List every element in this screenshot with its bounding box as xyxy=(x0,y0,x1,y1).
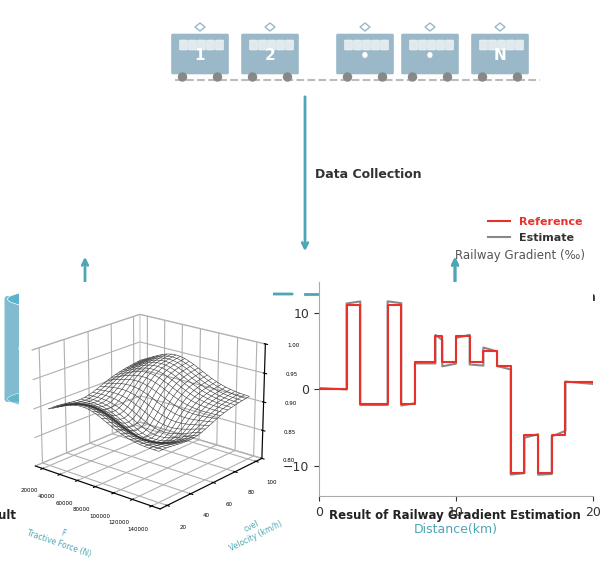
FancyBboxPatch shape xyxy=(4,296,165,402)
X-axis label: F
Tractive Force (N): F Tractive Force (N) xyxy=(26,518,96,558)
FancyBboxPatch shape xyxy=(336,33,395,75)
FancyBboxPatch shape xyxy=(215,40,224,50)
Text: Operation Data
of Railway Vehicles: Operation Data of Railway Vehicles xyxy=(18,327,153,355)
FancyBboxPatch shape xyxy=(170,33,229,75)
FancyBboxPatch shape xyxy=(401,33,460,75)
FancyBboxPatch shape xyxy=(480,40,488,50)
Polygon shape xyxy=(495,23,505,31)
FancyBboxPatch shape xyxy=(353,40,362,50)
FancyBboxPatch shape xyxy=(241,33,300,75)
Circle shape xyxy=(443,73,452,81)
FancyBboxPatch shape xyxy=(418,40,426,50)
Polygon shape xyxy=(195,23,205,31)
FancyBboxPatch shape xyxy=(471,33,530,75)
FancyBboxPatch shape xyxy=(286,40,294,50)
Text: Result of Railway Gradient Estimation: Result of Railway Gradient Estimation xyxy=(329,509,581,522)
FancyBboxPatch shape xyxy=(362,40,370,50)
Polygon shape xyxy=(360,23,370,31)
FancyBboxPatch shape xyxy=(277,40,285,50)
FancyBboxPatch shape xyxy=(249,40,258,50)
FancyBboxPatch shape xyxy=(427,40,435,50)
Y-axis label: cvel
Velocity (km/h): cvel Velocity (km/h) xyxy=(223,510,284,553)
Text: •: • xyxy=(425,49,435,64)
Text: Estimation Using Data Assimilation: Estimation Using Data Assimilation xyxy=(350,291,596,304)
Circle shape xyxy=(249,73,257,81)
FancyBboxPatch shape xyxy=(371,40,379,50)
Circle shape xyxy=(179,73,187,81)
Polygon shape xyxy=(265,23,275,31)
FancyBboxPatch shape xyxy=(381,40,389,50)
FancyBboxPatch shape xyxy=(446,40,454,50)
FancyBboxPatch shape xyxy=(198,40,206,50)
FancyBboxPatch shape xyxy=(506,40,514,50)
FancyBboxPatch shape xyxy=(258,40,266,50)
Circle shape xyxy=(514,73,522,81)
Circle shape xyxy=(283,73,291,81)
FancyBboxPatch shape xyxy=(516,40,523,50)
Circle shape xyxy=(409,73,416,81)
Text: 2: 2 xyxy=(264,49,275,64)
Text: Data Collection: Data Collection xyxy=(315,168,421,180)
Ellipse shape xyxy=(7,288,162,310)
Circle shape xyxy=(213,73,221,81)
FancyBboxPatch shape xyxy=(410,40,418,50)
FancyBboxPatch shape xyxy=(497,40,505,50)
FancyBboxPatch shape xyxy=(345,40,353,50)
Text: •: • xyxy=(360,49,370,64)
Ellipse shape xyxy=(7,388,162,410)
FancyBboxPatch shape xyxy=(179,40,187,50)
Text: 1: 1 xyxy=(195,49,206,64)
FancyBboxPatch shape xyxy=(188,40,196,50)
Text: Railway Gradient (‰): Railway Gradient (‰) xyxy=(455,249,585,262)
Text: Result of Drive Efficiency Estimation: Result of Drive Efficiency Estimation xyxy=(0,509,216,522)
FancyBboxPatch shape xyxy=(437,40,444,50)
Circle shape xyxy=(379,73,387,81)
Text: N: N xyxy=(494,49,506,64)
FancyBboxPatch shape xyxy=(268,40,275,50)
Polygon shape xyxy=(425,23,435,31)
X-axis label: Distance(km): Distance(km) xyxy=(414,523,498,536)
Circle shape xyxy=(344,73,351,81)
FancyBboxPatch shape xyxy=(488,40,497,50)
Legend: Reference, Estimate: Reference, Estimate xyxy=(484,213,587,247)
FancyBboxPatch shape xyxy=(207,40,215,50)
Circle shape xyxy=(478,73,486,81)
